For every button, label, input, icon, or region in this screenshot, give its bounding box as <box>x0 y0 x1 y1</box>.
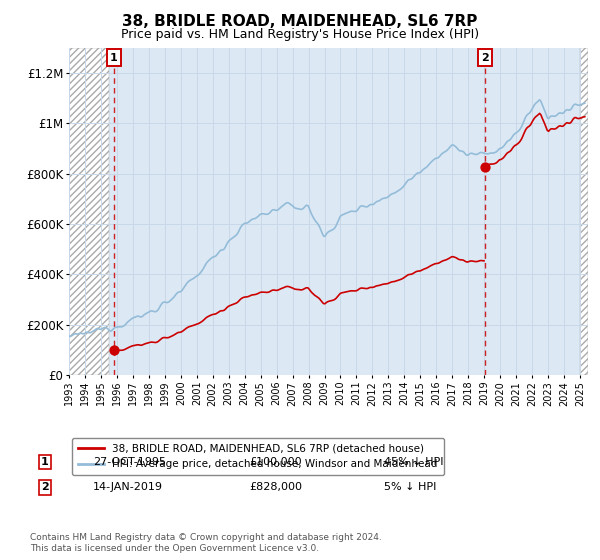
Text: 27-OCT-1995: 27-OCT-1995 <box>93 457 166 467</box>
Text: 1: 1 <box>110 53 118 63</box>
Text: Contains HM Land Registry data © Crown copyright and database right 2024.
This d: Contains HM Land Registry data © Crown c… <box>30 533 382 553</box>
Point <box>109 346 119 354</box>
Text: 2: 2 <box>481 53 489 63</box>
Bar <box>580 48 588 375</box>
Bar <box>69 48 109 375</box>
Text: 45% ↓ HPI: 45% ↓ HPI <box>384 457 443 467</box>
Text: Price paid vs. HM Land Registry's House Price Index (HPI): Price paid vs. HM Land Registry's House … <box>121 28 479 41</box>
Text: £828,000: £828,000 <box>249 482 302 492</box>
Text: 38, BRIDLE ROAD, MAIDENHEAD, SL6 7RP: 38, BRIDLE ROAD, MAIDENHEAD, SL6 7RP <box>122 14 478 29</box>
Text: 1: 1 <box>41 457 49 467</box>
Bar <box>580 48 588 375</box>
Text: 2: 2 <box>41 482 49 492</box>
Point <box>480 162 490 171</box>
Text: 14-JAN-2019: 14-JAN-2019 <box>93 482 163 492</box>
Legend: 38, BRIDLE ROAD, MAIDENHEAD, SL6 7RP (detached house), HPI: Average price, detac: 38, BRIDLE ROAD, MAIDENHEAD, SL6 7RP (de… <box>71 438 444 475</box>
Bar <box>69 48 109 375</box>
Text: £100,000: £100,000 <box>249 457 302 467</box>
Text: 5% ↓ HPI: 5% ↓ HPI <box>384 482 436 492</box>
